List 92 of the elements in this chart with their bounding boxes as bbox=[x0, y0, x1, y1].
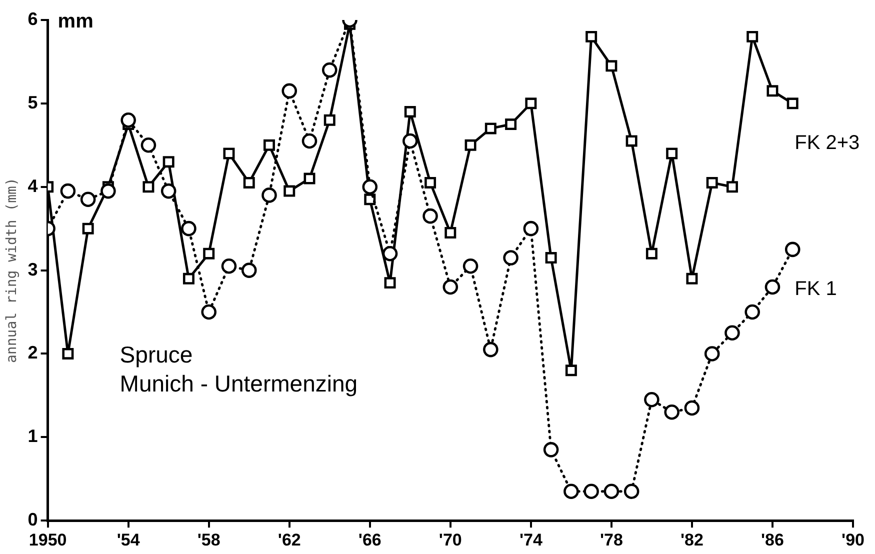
point bbox=[624, 484, 640, 500]
point bbox=[484, 122, 496, 134]
point bbox=[704, 346, 720, 362]
x-tick-label: '62 bbox=[278, 530, 301, 550]
point bbox=[162, 156, 174, 168]
point bbox=[525, 98, 537, 110]
point bbox=[724, 325, 740, 341]
point bbox=[362, 179, 378, 195]
point bbox=[726, 181, 738, 193]
point bbox=[82, 222, 94, 234]
point bbox=[181, 220, 196, 236]
point bbox=[646, 248, 658, 260]
point bbox=[444, 227, 456, 238]
point bbox=[564, 484, 579, 500]
x-tick-label: '78 bbox=[600, 530, 623, 550]
point bbox=[80, 192, 96, 208]
point bbox=[766, 85, 778, 97]
point bbox=[241, 262, 257, 278]
y-tick-label: 6 bbox=[28, 8, 38, 29]
x-tick-label: '70 bbox=[438, 530, 462, 550]
point bbox=[100, 183, 116, 199]
point bbox=[746, 30, 758, 42]
x-tick-label: 1950 bbox=[28, 530, 67, 550]
y-tick-label: 0 bbox=[28, 510, 38, 530]
point bbox=[62, 348, 74, 360]
point bbox=[243, 176, 255, 188]
point bbox=[684, 400, 700, 416]
point bbox=[304, 172, 316, 184]
point bbox=[282, 83, 298, 99]
y-tick-label: 5 bbox=[28, 92, 38, 112]
x-tick-label: '82 bbox=[680, 530, 704, 550]
x-tick-label: '90 bbox=[842, 530, 864, 550]
point bbox=[565, 364, 577, 376]
point bbox=[203, 248, 215, 260]
point bbox=[584, 484, 599, 500]
point bbox=[666, 148, 678, 160]
point bbox=[545, 252, 557, 264]
y-tick-label: 1 bbox=[28, 426, 38, 446]
point bbox=[442, 279, 458, 295]
point bbox=[686, 272, 698, 284]
point bbox=[223, 148, 235, 160]
x-tick-label: '86 bbox=[761, 530, 784, 550]
y-tick-label: 3 bbox=[28, 259, 38, 280]
point bbox=[606, 60, 618, 72]
point bbox=[483, 342, 498, 358]
x-tick-label: '54 bbox=[116, 530, 140, 550]
point bbox=[462, 258, 478, 274]
point bbox=[706, 176, 718, 188]
y-axis-title: annual ring width (mm) bbox=[4, 178, 20, 364]
series-label: FK 1 bbox=[794, 278, 837, 300]
point bbox=[503, 250, 518, 266]
point bbox=[382, 246, 398, 262]
point bbox=[505, 118, 517, 130]
point bbox=[262, 188, 277, 203]
point bbox=[302, 133, 318, 149]
y-tick-label: 2 bbox=[28, 342, 38, 363]
x-tick-label: '66 bbox=[358, 530, 382, 550]
point bbox=[764, 279, 780, 295]
point bbox=[744, 304, 760, 320]
point bbox=[664, 404, 680, 420]
y-tick-label: 4 bbox=[28, 176, 38, 196]
point bbox=[201, 304, 216, 320]
point bbox=[586, 30, 598, 42]
point bbox=[464, 139, 476, 151]
point bbox=[322, 62, 338, 78]
point bbox=[60, 183, 76, 199]
point bbox=[402, 133, 418, 149]
annotation: Munich - Untermenzing bbox=[120, 370, 358, 396]
point bbox=[404, 106, 416, 118]
point bbox=[422, 208, 438, 224]
point bbox=[644, 392, 660, 408]
series-label: FK 2+3 bbox=[794, 132, 860, 154]
point bbox=[626, 135, 638, 147]
point bbox=[543, 442, 559, 458]
point bbox=[523, 220, 539, 236]
point bbox=[424, 176, 436, 188]
point bbox=[284, 185, 296, 197]
point bbox=[604, 484, 620, 500]
point bbox=[784, 242, 800, 258]
point bbox=[324, 114, 336, 126]
annotation: Spruce bbox=[120, 341, 193, 368]
x-tick-label: '58 bbox=[197, 530, 220, 550]
point bbox=[384, 277, 396, 289]
x-tick-label: '74 bbox=[519, 530, 543, 550]
point bbox=[221, 258, 237, 274]
point bbox=[263, 139, 275, 151]
point bbox=[786, 98, 798, 110]
point bbox=[160, 183, 176, 199]
point bbox=[182, 272, 194, 284]
point bbox=[140, 138, 156, 153]
point bbox=[142, 181, 154, 193]
annotation: mm bbox=[58, 10, 94, 33]
